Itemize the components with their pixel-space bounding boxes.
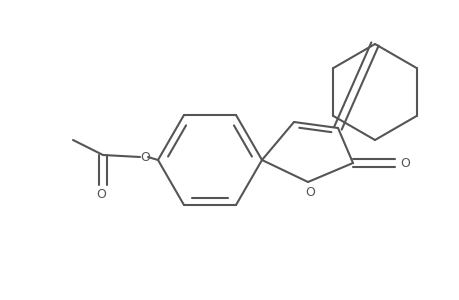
Text: O: O	[399, 157, 409, 169]
Text: O: O	[140, 151, 150, 164]
Text: O: O	[304, 185, 314, 199]
Text: O: O	[96, 188, 106, 202]
